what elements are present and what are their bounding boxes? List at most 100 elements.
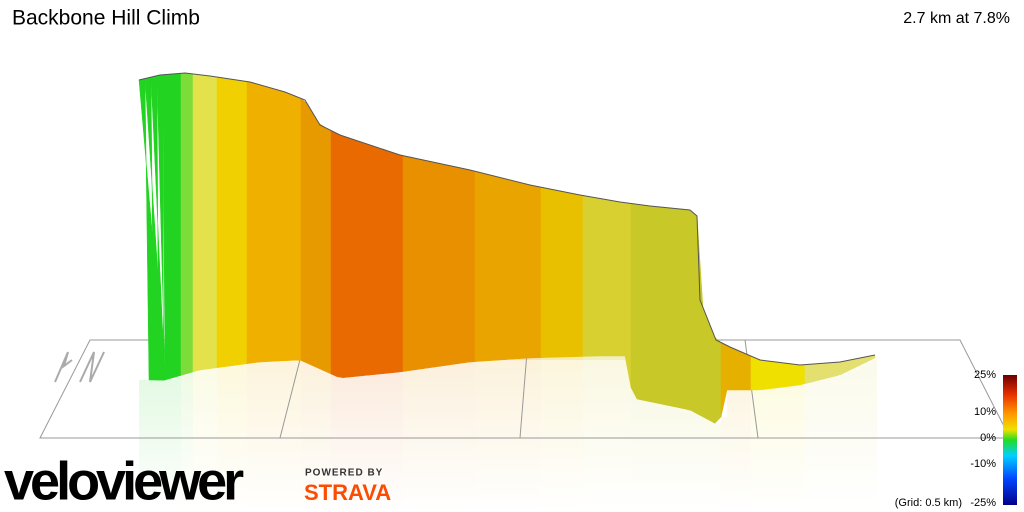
profile-strip xyxy=(822,362,830,380)
profile-strip xyxy=(240,80,248,365)
profile-strip xyxy=(198,74,206,371)
profile-strip xyxy=(816,363,824,382)
profile-strip xyxy=(804,363,812,385)
grid-note: (Grid: 0.5 km) xyxy=(895,497,962,509)
profile-strip xyxy=(252,82,260,364)
profile-strip xyxy=(582,195,590,357)
profile-strip xyxy=(330,130,338,378)
profile-strip xyxy=(540,186,548,358)
profile-strip xyxy=(618,201,626,357)
profile-strip xyxy=(612,200,620,357)
profile-strip xyxy=(498,176,506,361)
profile-strip xyxy=(246,81,254,365)
profile-strip xyxy=(654,206,662,405)
profile-strip xyxy=(192,73,200,373)
scale-label: 0% xyxy=(980,432,996,444)
profile-strip xyxy=(378,147,386,375)
profile-strip xyxy=(228,78,236,367)
profile-strip xyxy=(486,173,494,362)
profile-strip xyxy=(438,163,446,367)
powered-by: POWERED BY xyxy=(305,468,383,479)
profile-strip xyxy=(666,207,674,407)
profile-strip xyxy=(684,209,692,411)
profile-strip xyxy=(504,178,512,360)
title: Backbone Hill Climb xyxy=(12,7,200,30)
profile-strip xyxy=(522,182,530,359)
profile-strip xyxy=(420,159,428,370)
profile-strip xyxy=(534,185,542,359)
profile-strip xyxy=(294,95,302,361)
profile-strip xyxy=(690,210,698,415)
profile-strip xyxy=(372,145,380,375)
profile-strip xyxy=(180,72,188,376)
profile-strip xyxy=(570,192,578,358)
profile-strip xyxy=(288,93,296,361)
profile-strip xyxy=(774,361,782,389)
profile-strip xyxy=(402,155,410,372)
profile-strip xyxy=(450,165,458,366)
profile-strip xyxy=(636,203,644,401)
profile-strip xyxy=(480,172,488,362)
profile-strip xyxy=(660,206,668,406)
profile-strip xyxy=(174,73,182,378)
profile-strip xyxy=(624,202,632,388)
profile-strip xyxy=(678,208,686,410)
profile-strip xyxy=(564,191,572,358)
profile-strip xyxy=(300,97,308,364)
profile-strip xyxy=(588,196,596,357)
profile-strip xyxy=(366,143,374,376)
profile-strip xyxy=(762,360,770,390)
profile-strip xyxy=(444,164,452,366)
profile-strip xyxy=(726,345,734,391)
profile-strip xyxy=(282,91,290,362)
profile-strip xyxy=(558,190,566,358)
profile-strip xyxy=(222,77,230,368)
profile-strip xyxy=(798,364,806,386)
profile-strip xyxy=(756,358,764,391)
profile-strip xyxy=(786,363,794,387)
profile-strip xyxy=(276,89,284,362)
scale-label: -25% xyxy=(970,497,996,509)
profile-strip xyxy=(750,355,758,391)
profile-strip xyxy=(648,205,656,404)
profile-strip xyxy=(552,189,560,358)
profile-strip xyxy=(600,198,608,357)
profile-strip xyxy=(342,135,350,378)
profile-strip xyxy=(258,84,266,363)
profile-strip xyxy=(462,168,470,364)
profile-strip xyxy=(702,307,710,421)
profile-strip xyxy=(216,76,224,369)
profile-strip xyxy=(360,141,368,377)
profile-strip xyxy=(318,122,326,372)
scale-label: 25% xyxy=(974,369,996,381)
profile-strip xyxy=(204,75,212,370)
profile-strip xyxy=(468,169,476,363)
profile-strip xyxy=(630,203,638,400)
profile-strip xyxy=(642,204,650,402)
profile-strip xyxy=(546,188,554,358)
profile-strip xyxy=(714,336,722,424)
profile-strip xyxy=(510,179,518,360)
profile-strip xyxy=(492,175,500,361)
profile-strip xyxy=(828,362,836,379)
profile-strip xyxy=(708,322,716,424)
profile-strip xyxy=(780,362,788,388)
logo: veloviewer xyxy=(4,451,244,511)
profile-strip xyxy=(744,353,752,391)
profile-strip xyxy=(270,87,278,362)
strava: STRAVA xyxy=(304,480,391,505)
profile-strip xyxy=(264,85,272,363)
profile-strip xyxy=(528,184,536,359)
profile-strip xyxy=(834,361,842,377)
profile-strip xyxy=(324,127,332,375)
profile-strip xyxy=(792,363,800,387)
profile-strip xyxy=(234,79,242,366)
profile-strip xyxy=(210,75,218,369)
elevation-wall xyxy=(138,72,876,424)
scale-label: 10% xyxy=(974,406,996,418)
profile-strip xyxy=(348,137,356,378)
scale-label: -10% xyxy=(970,458,996,470)
north-arrow xyxy=(54,351,105,383)
